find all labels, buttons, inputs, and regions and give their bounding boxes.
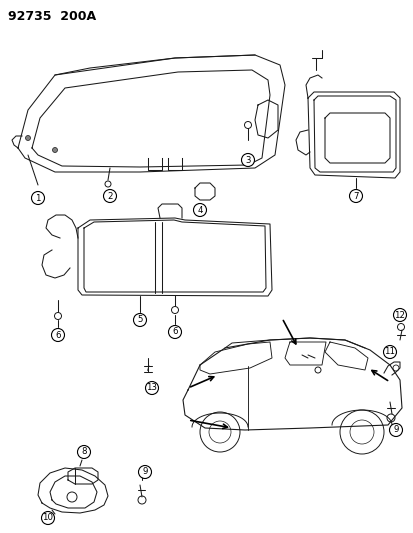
Circle shape xyxy=(241,154,254,166)
Text: 9: 9 xyxy=(142,467,147,477)
Circle shape xyxy=(138,465,151,479)
Circle shape xyxy=(31,191,44,205)
Text: 6: 6 xyxy=(55,330,61,340)
Text: 1: 1 xyxy=(35,193,40,203)
Circle shape xyxy=(26,135,31,141)
Circle shape xyxy=(52,148,57,152)
Text: 92735  200A: 92735 200A xyxy=(8,10,96,23)
Text: 7: 7 xyxy=(352,191,358,200)
Text: /: / xyxy=(147,365,149,371)
Circle shape xyxy=(349,190,362,203)
Text: 12: 12 xyxy=(394,311,404,319)
Text: 3: 3 xyxy=(244,156,250,165)
Circle shape xyxy=(41,512,55,524)
Text: 10: 10 xyxy=(43,513,53,522)
Circle shape xyxy=(392,309,406,321)
Text: 13: 13 xyxy=(146,384,157,392)
Text: 5: 5 xyxy=(137,316,142,325)
Text: 9: 9 xyxy=(392,425,398,434)
Circle shape xyxy=(193,204,206,216)
Circle shape xyxy=(51,328,64,342)
Text: 11: 11 xyxy=(384,348,394,357)
Circle shape xyxy=(382,345,396,359)
Circle shape xyxy=(77,446,90,458)
Text: 4: 4 xyxy=(197,206,202,214)
Text: 6: 6 xyxy=(172,327,177,336)
Circle shape xyxy=(389,424,401,437)
Circle shape xyxy=(168,326,181,338)
Text: 8: 8 xyxy=(81,448,87,456)
Circle shape xyxy=(145,382,158,394)
Circle shape xyxy=(103,190,116,203)
Text: 2: 2 xyxy=(107,191,112,200)
Circle shape xyxy=(133,313,146,327)
